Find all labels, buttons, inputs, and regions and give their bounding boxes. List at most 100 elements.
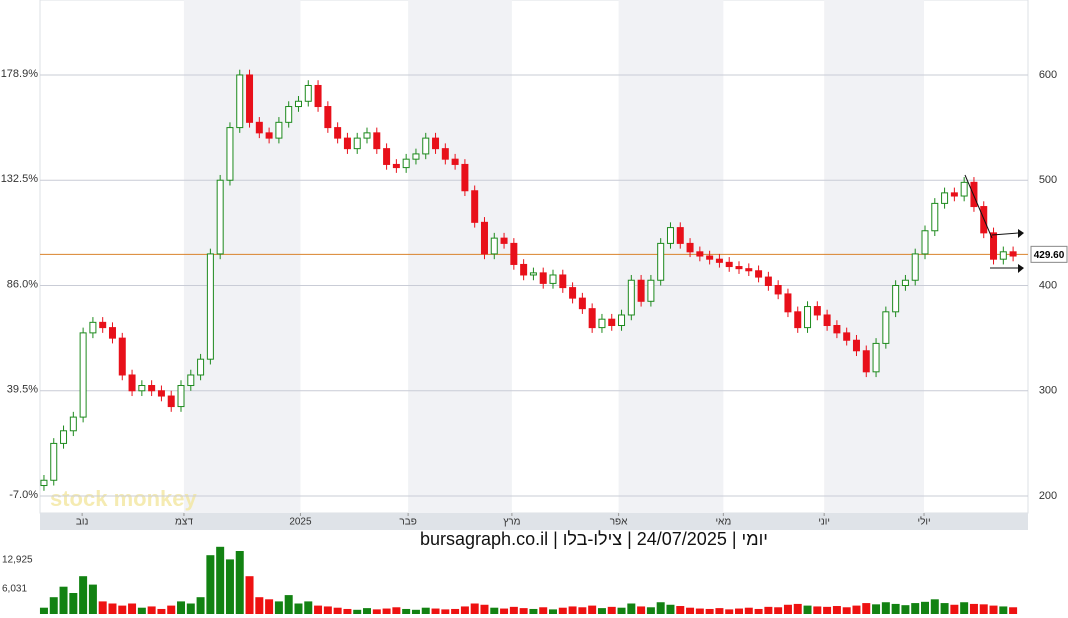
volume-bar [167, 605, 176, 614]
candle-body [510, 242, 518, 265]
volume-bar [490, 607, 499, 614]
volume-bar [725, 609, 734, 614]
volume-bar [186, 603, 195, 614]
volume-bar [363, 608, 372, 614]
volume-bar [225, 559, 234, 614]
volume-bar [323, 606, 332, 614]
candle-body [784, 293, 792, 313]
volume-bar [754, 608, 763, 614]
y-tick-label: 300 [1039, 385, 1057, 397]
candle-body [941, 192, 949, 204]
candle-body [138, 385, 146, 392]
volume-bar [206, 555, 215, 614]
volume-tick-label: 6,031 [2, 583, 27, 594]
volume-bar [421, 607, 430, 614]
candle-body [833, 325, 841, 334]
drawing [964, 174, 1024, 273]
arrow-head [1018, 229, 1024, 238]
volume-bar [314, 605, 323, 614]
volume-bar [294, 603, 303, 614]
volume-bar [666, 604, 675, 614]
candle-body [529, 272, 537, 276]
volume-bar [715, 608, 724, 614]
candle-body [862, 350, 870, 373]
y-tick-label: 600 [1039, 69, 1057, 81]
candle-body [706, 255, 714, 260]
volume-bar [558, 607, 567, 614]
candle-body [99, 321, 107, 329]
candle-body [265, 132, 273, 139]
volume-bar [539, 607, 548, 614]
candle-body [157, 390, 165, 397]
candle-body [480, 221, 488, 255]
volume-bar [460, 606, 469, 614]
candle-body [79, 332, 87, 418]
volume-bar [911, 603, 920, 614]
candle-body [451, 158, 459, 165]
volume-bar [979, 604, 988, 614]
candle-body [637, 279, 645, 302]
trend-line [964, 174, 993, 239]
candle-body [676, 227, 684, 244]
volume-bar [735, 608, 744, 614]
candle-body [118, 337, 126, 376]
x-tick-label: 2025 [289, 517, 312, 528]
candle-body [255, 121, 263, 134]
candle-body [627, 279, 635, 316]
volume-bar [235, 551, 244, 614]
volume-bar [852, 605, 861, 614]
candle-body [549, 274, 557, 284]
volume-bar [372, 609, 381, 614]
candle-body [236, 74, 244, 129]
y-tick-label: 200 [1039, 490, 1057, 502]
y2-tick-label: -7.0% [9, 489, 38, 501]
volume-bar [157, 608, 166, 614]
volume-bar [989, 605, 998, 614]
volume-tick-label: 12,925 [2, 554, 33, 565]
candle-body [177, 385, 185, 408]
volume-bar [832, 606, 841, 614]
volume-bar [108, 603, 117, 614]
volume-bar [793, 603, 802, 614]
volume-bar [950, 604, 959, 614]
candle-body [755, 270, 763, 278]
volume-bar [98, 601, 107, 614]
candle-body [471, 190, 479, 223]
candle-body [696, 251, 704, 257]
x-tick-label: מאי [715, 517, 731, 528]
x-tick-label: נוב [76, 517, 89, 528]
candle-body [892, 285, 900, 313]
volume-bar [1009, 607, 1018, 614]
volume-bar [519, 608, 528, 614]
volume-bar [578, 607, 587, 614]
candle-body [1009, 251, 1017, 257]
x-axis-strip [40, 513, 1028, 530]
x-tick-label: מרץ [503, 517, 520, 528]
volume-bar [147, 606, 156, 614]
candle-body [363, 132, 371, 139]
month-band [824, 0, 925, 513]
volume-bar [529, 608, 538, 614]
candle-body [608, 318, 616, 327]
candle-body [843, 332, 851, 341]
candle-body [187, 374, 195, 387]
volume-bar [862, 603, 871, 614]
volume-bar [411, 609, 420, 614]
candle-body [216, 179, 224, 255]
volume-bar [803, 605, 812, 614]
candle-body [246, 74, 254, 123]
candle-body [167, 395, 175, 408]
month-band [408, 0, 512, 513]
volume-bar [686, 607, 695, 614]
candle-body [373, 132, 381, 150]
candle-body [598, 318, 606, 329]
volume-bar [274, 601, 283, 614]
candle-body [764, 276, 772, 287]
x-tick-label: דצמ [175, 517, 193, 528]
volume-bar [137, 607, 146, 614]
volume-bar [842, 607, 851, 614]
x-tick-label: פבר [399, 517, 416, 528]
candle-body [794, 311, 802, 329]
candle-body [89, 321, 97, 334]
volume-bar [255, 597, 264, 614]
